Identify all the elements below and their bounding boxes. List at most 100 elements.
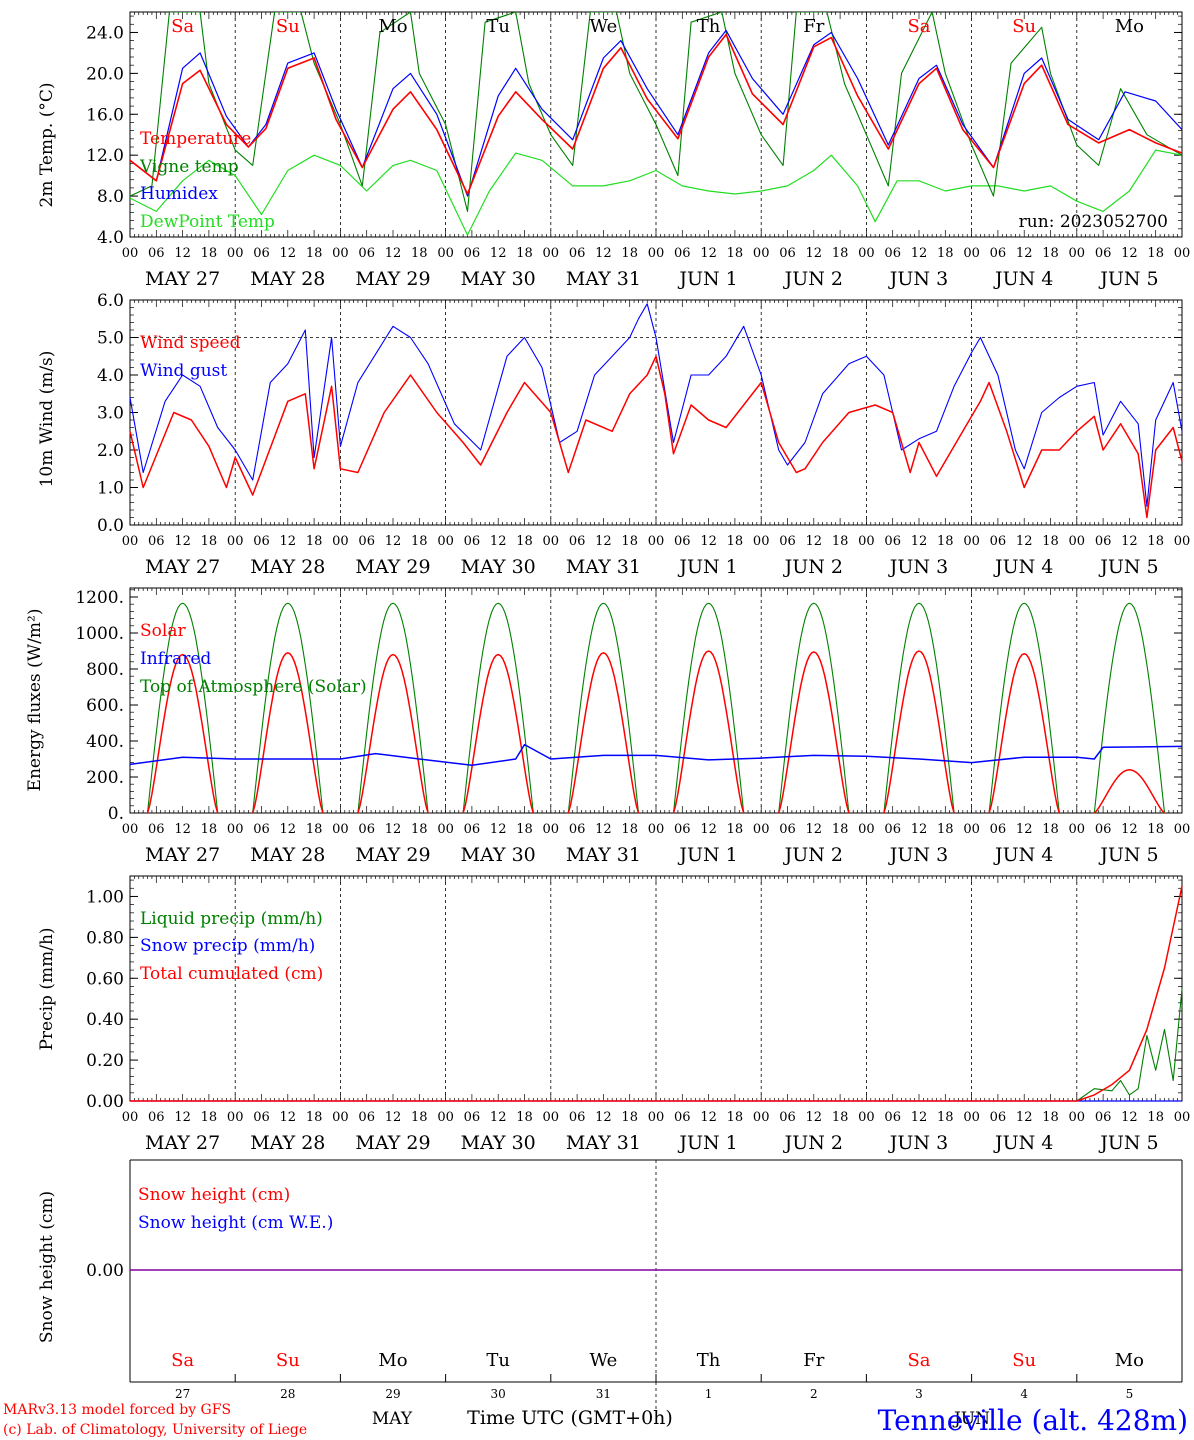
date-label: MAY 29	[355, 1132, 430, 1154]
hour-tick-label: 00	[963, 534, 980, 549]
hour-tick-label: 06	[569, 246, 586, 261]
wind-gust-line	[129, 303, 1183, 507]
hour-tick-label: 06	[148, 246, 165, 261]
hour-tick-label: 06	[464, 1110, 481, 1125]
hour-tick-label: 12	[806, 822, 823, 837]
hour-tick-label: 00	[648, 822, 665, 837]
hour-tick-label: 12	[385, 1110, 402, 1125]
hour-tick-label: 00	[1069, 822, 1086, 837]
hour-tick-label: 18	[832, 1110, 849, 1125]
hour-tick-label: 00	[437, 1110, 454, 1125]
hour-tick-label: 12	[174, 534, 191, 549]
hour-tick-label: 00	[227, 822, 244, 837]
time-axis-label: Time UTC (GMT+0h)	[467, 1407, 673, 1429]
date-label: MAY 30	[461, 268, 536, 290]
hour-tick-label: 00	[648, 246, 665, 261]
hour-tick-label: 18	[411, 1110, 428, 1125]
date-label: MAY 27	[145, 1132, 220, 1154]
hour-tick-label: 18	[411, 822, 428, 837]
hour-tick-label: 00	[122, 246, 139, 261]
model-credit: MARv3.13 model forced by GFS	[3, 1402, 231, 1418]
panel-4: 0.00 Sa 27 Su 28 Mo 29 Tu 30 We 31 Th 1 Fr 2 Sa 3 Su 4 Mo 5	[86, 1159, 1183, 1412]
hour-tick-label: 18	[201, 534, 218, 549]
date-label: MAY 30	[461, 556, 536, 578]
y-tick-label: 600.	[86, 696, 124, 716]
hour-tick-label: 18	[937, 1110, 954, 1125]
date-label: MAY 28	[250, 268, 325, 290]
hour-tick-label: 18	[1042, 1110, 1059, 1125]
date-label: MAY 30	[461, 844, 536, 866]
hour-tick-label: 18	[832, 246, 849, 261]
date-label: MAY 27	[145, 844, 220, 866]
y-tick-label: 4.0	[97, 228, 124, 248]
snow-day-number: 2	[810, 1387, 818, 1401]
date-label: MAY 28	[250, 1132, 325, 1154]
cumulated-precip-line	[130, 886, 1183, 1102]
lab-credit: (c) Lab. of Climatology, University of L…	[3, 1422, 307, 1438]
solar-line	[1093, 769, 1166, 814]
y-tick-label: 0.00	[86, 1261, 124, 1281]
hour-tick-label: 00	[1174, 534, 1191, 549]
hour-tick-label: 12	[806, 534, 823, 549]
hour-tick-label: 06	[464, 822, 481, 837]
hour-tick-label: 18	[306, 246, 323, 261]
y-tick-label: 0.40	[86, 1010, 124, 1030]
date-label: JUN 2	[783, 556, 843, 578]
hour-tick-label: 06	[358, 822, 375, 837]
snow-day-name: Sa	[171, 1350, 194, 1371]
hour-tick-label: 18	[727, 534, 744, 549]
hour-tick-label: 12	[700, 246, 717, 261]
hour-tick-label: 00	[1174, 246, 1191, 261]
hour-tick-label: 18	[516, 534, 533, 549]
hour-tick-label: 18	[306, 1110, 323, 1125]
hour-tick-label: 06	[569, 534, 586, 549]
hour-tick-label: 00	[1174, 822, 1191, 837]
hour-tick-label: 12	[1016, 534, 1033, 549]
y-tick-label: 6.0	[97, 291, 124, 311]
hour-tick-label: 00	[543, 534, 560, 549]
hour-tick-label: 12	[174, 822, 191, 837]
hour-tick-label: 00	[648, 534, 665, 549]
hour-tick-label: 12	[595, 534, 612, 549]
date-label: JUN 1	[677, 268, 737, 290]
y-tick-label: 1.0	[97, 479, 124, 499]
date-label: JUN 3	[888, 844, 948, 866]
hour-tick-label: 06	[779, 246, 796, 261]
date-label: MAY 28	[250, 556, 325, 578]
solar-line	[777, 651, 850, 814]
date-label: JUN 4	[993, 1132, 1053, 1154]
y-tick-label: 0.60	[86, 969, 124, 989]
hour-tick-label: 18	[201, 822, 218, 837]
hour-tick-label: 00	[437, 246, 454, 261]
dewpoint-line	[130, 149, 1182, 236]
hour-tick-label: 00	[543, 822, 560, 837]
hour-tick-label: 00	[858, 534, 875, 549]
hour-tick-label: 12	[280, 1110, 297, 1125]
hour-tick-label: 00	[963, 1110, 980, 1125]
toa-solar-line	[988, 602, 1060, 814]
date-label: MAY 31	[566, 268, 641, 290]
hour-tick-label: 12	[280, 534, 297, 549]
y-tick-label: 20.0	[86, 64, 124, 84]
y-tick-label: 0.0	[97, 516, 124, 536]
hour-tick-label: 12	[1016, 246, 1033, 261]
y-tick-label: 1200.	[75, 588, 124, 608]
day-name-label: Th	[697, 16, 721, 37]
hour-tick-label: 18	[937, 246, 954, 261]
hour-tick-label: 00	[332, 246, 349, 261]
hour-tick-label: 06	[990, 1110, 1007, 1125]
hour-tick-label: 06	[253, 1110, 270, 1125]
hour-tick-label: 12	[1121, 246, 1138, 261]
hour-tick-label: 00	[332, 822, 349, 837]
hour-tick-label: 18	[1147, 1110, 1164, 1125]
hour-tick-label: 06	[1095, 822, 1112, 837]
hour-tick-label: 12	[806, 1110, 823, 1125]
hour-tick-label: 06	[884, 822, 901, 837]
hour-tick-label: 18	[411, 534, 428, 549]
hour-tick-label: 06	[464, 246, 481, 261]
hour-tick-label: 06	[990, 246, 1007, 261]
y-tick-label: 1.00	[86, 887, 124, 907]
hour-tick-label: 18	[937, 534, 954, 549]
date-label: MAY 28	[250, 844, 325, 866]
hour-tick-label: 12	[911, 534, 928, 549]
